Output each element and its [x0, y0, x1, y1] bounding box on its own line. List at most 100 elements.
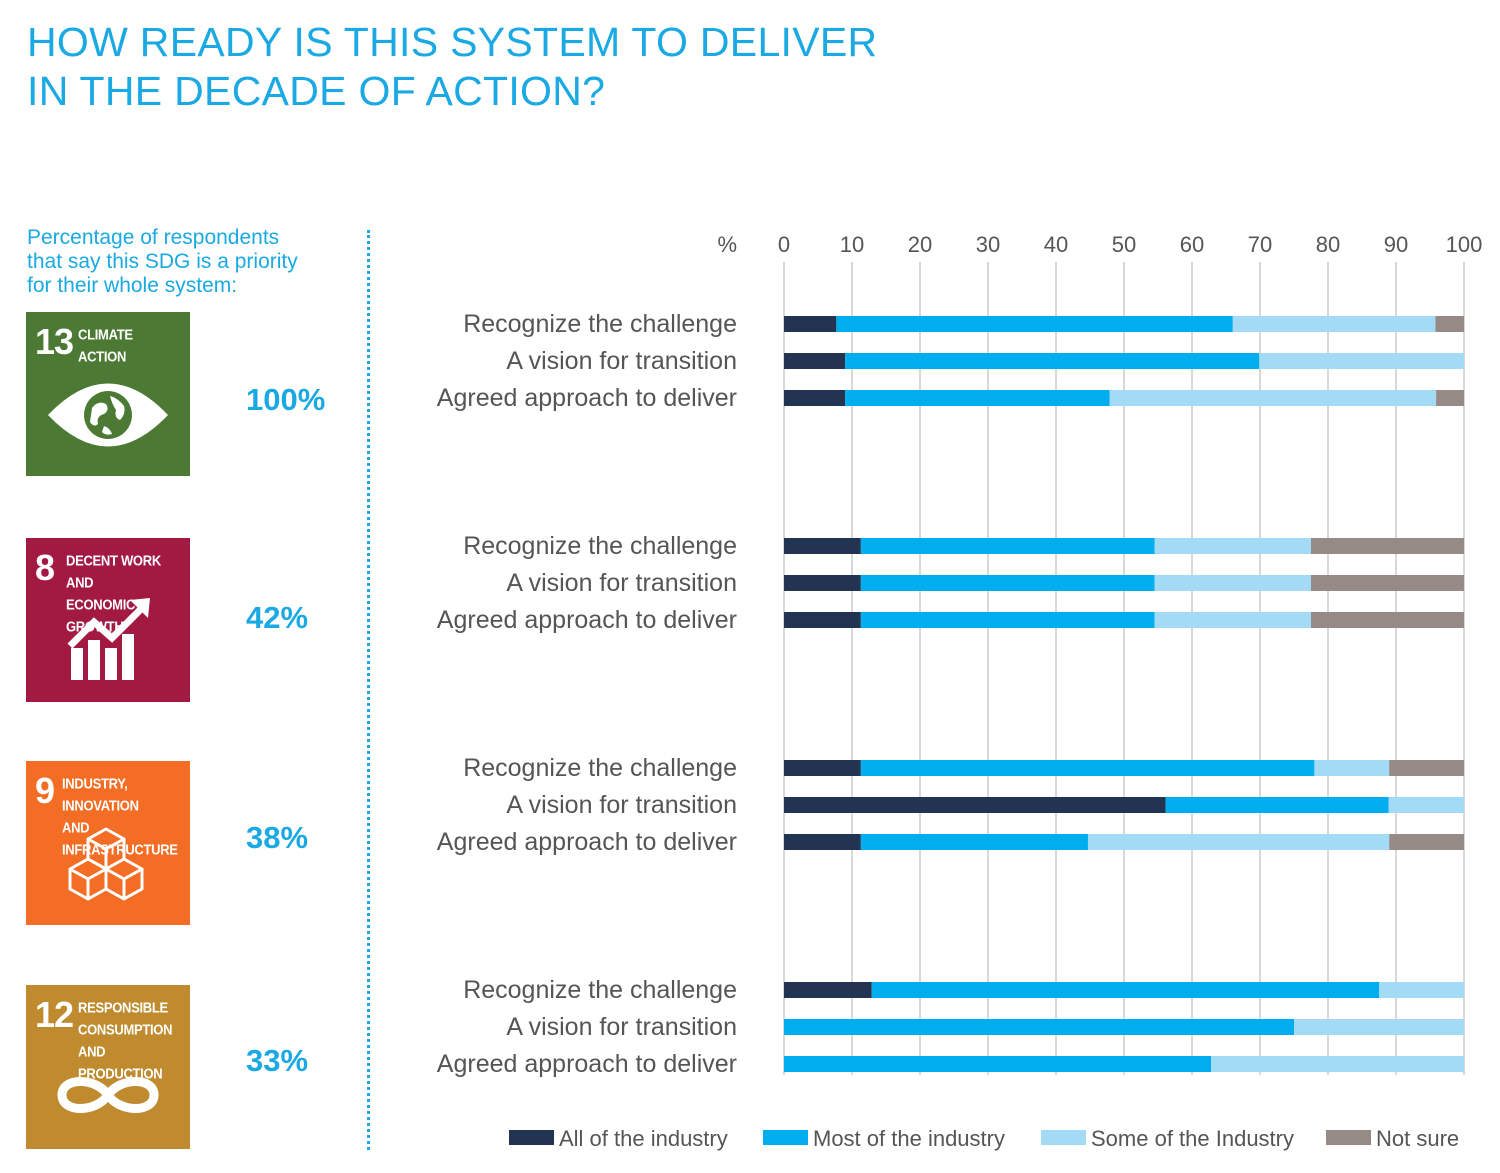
bar-segment [784, 538, 861, 554]
bar-segment [860, 760, 1315, 776]
x-tick-label: 60 [1180, 232, 1204, 257]
x-tick-label: 70 [1248, 232, 1272, 257]
sdg-8-priority: 42% [246, 600, 309, 635]
bar-segment [1294, 1019, 1464, 1035]
bar-segment [784, 760, 861, 776]
bar-segment [1154, 575, 1311, 591]
sdg-13-priority: 100% [246, 382, 326, 417]
sdg-9-number: 9 [35, 770, 55, 811]
row-label: Recognize the challenge [463, 976, 737, 1004]
row-label: A vision for transition [506, 347, 737, 375]
bar-segment [1211, 1056, 1464, 1072]
bar-segment [1311, 612, 1464, 628]
bar-segment [784, 834, 861, 850]
bar-segment [1154, 538, 1311, 554]
row-label: Agreed approach to deliver [437, 828, 737, 856]
sdg-12-number: 12 [35, 994, 74, 1035]
x-tick-label: 100 [1446, 232, 1483, 257]
sdg-12-background [26, 985, 190, 1149]
bar-segment [784, 316, 837, 332]
row-label: A vision for transition [506, 569, 737, 597]
legend-label: All of the industry [559, 1126, 728, 1151]
sdg-13-number: 13 [35, 321, 74, 362]
x-tick-label: 90 [1384, 232, 1408, 257]
bar-segment [784, 390, 846, 406]
bar-segment [845, 353, 1260, 369]
bar-segment [784, 1019, 1294, 1035]
sdg-9-label: INDUSTRY, INNOVATION AND INFRASTRUCTURE [62, 775, 178, 858]
bar-segment [1087, 834, 1390, 850]
row-label: Agreed approach to deliver [437, 606, 737, 634]
sdg-8-number: 8 [35, 547, 55, 588]
x-tick-label: 0 [778, 232, 790, 257]
bar-segment [784, 1056, 1212, 1072]
bar-segment [1436, 390, 1464, 406]
priority-caption: Percentage of respondents that say this … [27, 226, 347, 298]
bar-segment [1389, 834, 1464, 850]
growth-chart-icon [26, 538, 190, 702]
bar-segment [1435, 316, 1464, 332]
row-label: Agreed approach to deliver [437, 1050, 737, 1078]
legend-swatch [509, 1130, 554, 1145]
sdg-12-priority: 33% [246, 1043, 309, 1078]
bar-segment [1388, 797, 1464, 813]
sdg-9-priority: 38% [246, 820, 309, 855]
row-label: A vision for transition [506, 791, 737, 819]
bar-segment [1165, 797, 1389, 813]
sdg-13-label: CLIMATE ACTION [78, 326, 133, 365]
legend-label: Not sure [1376, 1126, 1459, 1151]
bar-segment [860, 612, 1155, 628]
bar-segment [1314, 760, 1390, 776]
legend-swatch [763, 1130, 808, 1145]
x-tick-label: 10 [840, 232, 864, 257]
title-line-1: HOW READY IS THIS SYSTEM TO DELIVER [27, 19, 878, 65]
bar-segment [860, 538, 1155, 554]
bar-segment [860, 834, 1088, 850]
sdg-13-tile: 13 CLIMATE ACTION [26, 312, 190, 476]
legend-swatch [1041, 1130, 1086, 1145]
sdg-12-label: RESPONSIBLE CONSUMPTION AND PRODUCTION [78, 999, 173, 1082]
title-line-2: IN THE DECADE OF ACTION? [27, 68, 606, 114]
sdg-8-tile: 8 DECENT WORK AND ECONOMIC GROWTH [26, 538, 190, 702]
legend-label: Most of the industry [813, 1126, 1005, 1151]
bar-segment [784, 982, 872, 998]
bar-segment [845, 390, 1110, 406]
row-label: Recognize the challenge [463, 532, 737, 560]
bar-segment [784, 353, 846, 369]
bar-segment [784, 612, 861, 628]
bar-segment [1109, 390, 1437, 406]
bar-segment [1311, 538, 1464, 554]
bar-segment [871, 982, 1379, 998]
x-tick-label: 80 [1316, 232, 1340, 257]
infinity-icon [26, 985, 190, 1149]
row-label: Recognize the challenge [463, 310, 737, 338]
bar-segment [1154, 612, 1311, 628]
bar-segment [1232, 316, 1436, 332]
sdg-9-background [26, 761, 190, 925]
caption-line-2: that say this SDG is a priority [27, 250, 298, 273]
row-label: Agreed approach to deliver [437, 384, 737, 412]
caption-line-3: for their whole system: [27, 274, 238, 297]
row-label: A vision for transition [506, 1013, 737, 1041]
bar-segment [784, 797, 1166, 813]
x-tick-label: 50 [1112, 232, 1136, 257]
bar-segment [836, 316, 1233, 332]
axis-unit-label: % [717, 232, 737, 257]
dotted-divider [367, 230, 370, 1150]
x-tick-label: 40 [1044, 232, 1068, 257]
legend-label: Some of the Industry [1091, 1126, 1294, 1151]
x-tick-label: 20 [908, 232, 932, 257]
eye-globe-icon [26, 312, 190, 476]
bar-segment [784, 575, 861, 591]
x-tick-label: 30 [976, 232, 1000, 257]
sdg-8-label: DECENT WORK AND ECONOMIC GROWTH [66, 552, 161, 635]
bar-segment [1311, 575, 1464, 591]
caption-line-1: Percentage of respondents [27, 226, 280, 249]
sdg-12-tile: 12 RESPONSIBLE CONSUMPTION AND PRODUCTIO… [26, 985, 190, 1149]
row-label: Recognize the challenge [463, 754, 737, 782]
bar-segment [1259, 353, 1464, 369]
bar-segment [1389, 760, 1464, 776]
legend-swatch [1326, 1130, 1371, 1145]
bar-segment [860, 575, 1155, 591]
